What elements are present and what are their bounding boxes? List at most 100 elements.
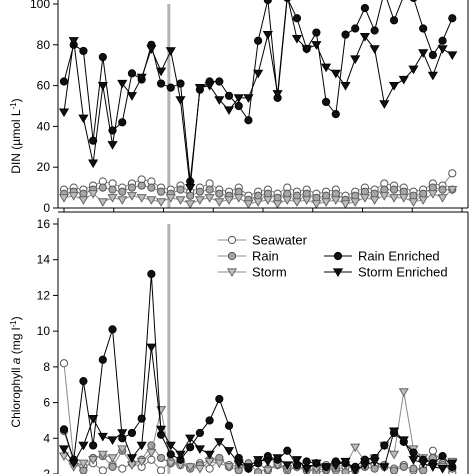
- data-point: [330, 69, 341, 79]
- y-tick-label: 2: [43, 467, 50, 474]
- y-tick-label: 8: [43, 360, 50, 374]
- data-point: [147, 269, 156, 279]
- data-point: [389, 16, 399, 25]
- data-point: [282, 196, 293, 205]
- y-tick-label: 16: [37, 217, 51, 231]
- data-point: [97, 198, 108, 207]
- data-point: [243, 463, 254, 472]
- data-point: [127, 428, 137, 438]
- data-point: [59, 77, 69, 86]
- data-point: [253, 69, 264, 79]
- data-point: [388, 194, 400, 203]
- data-point: [272, 454, 283, 463]
- data-point: [175, 450, 186, 460]
- data-point: [233, 194, 244, 203]
- data-point: [301, 464, 312, 474]
- data-point: [233, 94, 244, 103]
- data-point: [398, 75, 409, 85]
- data-point: [379, 192, 390, 201]
- data-point: [418, 49, 429, 58]
- data-point: [321, 97, 331, 107]
- data-point: [136, 73, 147, 83]
- data-point: [79, 46, 88, 56]
- data-point: [398, 194, 409, 203]
- data-point: [156, 453, 166, 463]
- data-point: [98, 183, 107, 192]
- data-point: [126, 192, 138, 201]
- data-point: [321, 198, 332, 207]
- data-point: [147, 183, 156, 192]
- data-point: [292, 14, 302, 23]
- y-tick-label: 60: [37, 79, 51, 93]
- data-point: [438, 185, 447, 194]
- data-point: [291, 198, 303, 207]
- data-point: [186, 443, 195, 452]
- data-point: [156, 466, 166, 474]
- data-point: [108, 462, 117, 471]
- data-point: [194, 445, 205, 454]
- data-point: [311, 459, 322, 469]
- data-point: [194, 196, 205, 205]
- data-point: [428, 446, 437, 455]
- series-line: [63, 0, 453, 188]
- data-point: [137, 414, 146, 423]
- data-point: [136, 441, 147, 451]
- data-point: [146, 196, 157, 205]
- data-point: [224, 421, 234, 430]
- data-point: [214, 438, 225, 447]
- data-point: [126, 92, 138, 101]
- data-point: [331, 110, 340, 119]
- data-point: [117, 196, 128, 205]
- din-panel: DIN (µmol L-1) 0 20 40 60 80 100: [9, 0, 469, 215]
- data-point: [301, 196, 312, 205]
- data-point: [166, 83, 175, 92]
- series-rain-enriched: [59, 0, 457, 186]
- data-point: [98, 52, 107, 62]
- data-point: [437, 194, 448, 203]
- data-point: [108, 325, 117, 334]
- data-point: [447, 185, 458, 195]
- data-point: [165, 459, 176, 469]
- data-point: [214, 459, 225, 469]
- data-point: [117, 445, 128, 454]
- data-point: [165, 441, 176, 451]
- data-point: [243, 94, 254, 103]
- data-point: [291, 456, 303, 465]
- y-tick-label: 4: [43, 431, 50, 445]
- data-point: [89, 136, 98, 145]
- data-point: [204, 450, 215, 460]
- data-point: [127, 183, 137, 192]
- data-point: [165, 47, 176, 56]
- data-point: [321, 463, 332, 472]
- series-storm: [58, 185, 458, 209]
- data-point: [350, 198, 361, 207]
- data-point: [214, 198, 225, 207]
- data-point: [97, 450, 108, 460]
- data-point: [312, 28, 321, 37]
- data-point: [175, 196, 186, 205]
- legend-label: Storm: [252, 265, 287, 280]
- data-point: [379, 463, 390, 472]
- y-tick-label: 80: [37, 38, 51, 52]
- data-point: [388, 427, 400, 437]
- data-point: [388, 81, 400, 91]
- data-point: [223, 196, 235, 205]
- legend-label: Seawater: [252, 233, 308, 248]
- data-point: [59, 359, 69, 368]
- data-point: [118, 118, 127, 127]
- data-point: [428, 50, 437, 60]
- data-point: [58, 445, 70, 454]
- data-point: [330, 196, 341, 205]
- data-point: [79, 377, 88, 386]
- data-point: [408, 456, 419, 465]
- data-point: [224, 91, 234, 100]
- data-point: [215, 77, 224, 86]
- data-point: [399, 462, 408, 471]
- data-point: [321, 63, 332, 73]
- data-point: [204, 81, 215, 91]
- data-point: [263, 0, 272, 5]
- legend-label: Storm Enriched: [358, 265, 448, 280]
- data-point: [223, 463, 235, 472]
- data-point: [398, 388, 409, 397]
- y-tick-label: 14: [37, 253, 51, 267]
